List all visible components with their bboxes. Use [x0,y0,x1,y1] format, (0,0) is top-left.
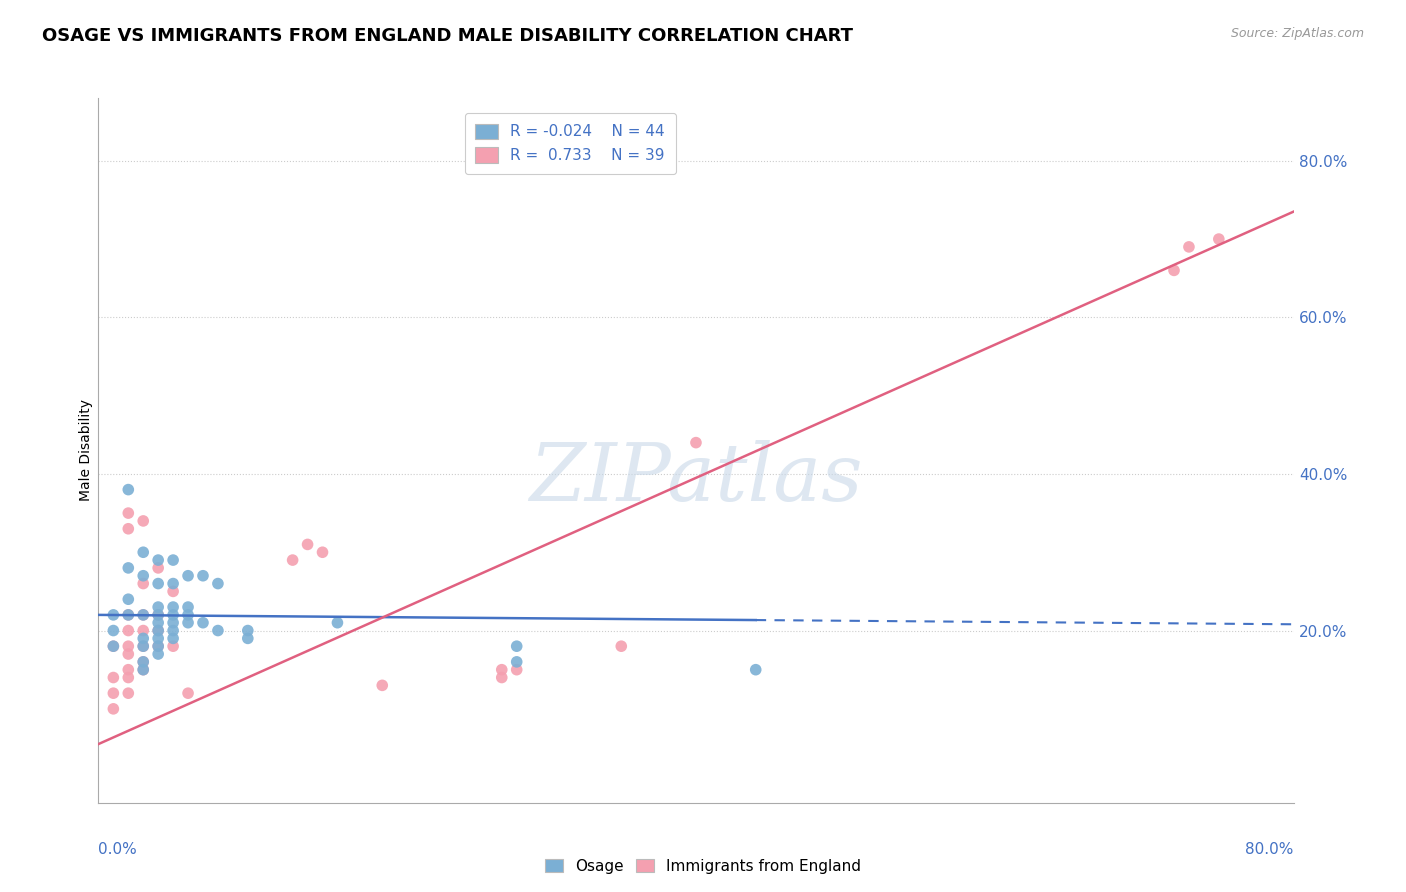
Point [117,671,139,685]
Point [207,576,229,591]
Point [132,607,155,622]
Point [162,632,184,646]
Point [132,663,155,677]
Point [506,663,529,677]
Point [117,663,139,677]
Point [1208,232,1230,246]
Point [1163,263,1185,277]
Text: Source: ZipAtlas.com: Source: ZipAtlas.com [1230,27,1364,40]
Point [162,624,184,638]
Point [132,568,155,582]
Point [177,607,200,622]
Point [132,655,155,669]
Point [103,639,125,653]
Point [103,671,125,685]
Point [132,607,155,622]
Point [371,678,394,692]
Point [506,655,529,669]
Point [177,615,200,630]
Point [132,663,155,677]
Point [207,624,229,638]
Point [103,624,125,638]
Point [162,576,184,591]
Point [117,607,139,622]
Point [162,553,184,567]
Point [117,607,139,622]
Point [132,545,155,559]
Point [117,483,139,497]
Point [162,600,184,615]
Point [491,663,513,677]
Point [132,632,155,646]
Point [162,607,184,622]
Point [103,686,125,700]
Point [148,600,170,615]
Point [148,553,170,567]
Legend: Osage, Immigrants from England: Osage, Immigrants from England [538,853,868,880]
Point [132,639,155,653]
Point [148,607,170,622]
Point [148,639,170,653]
Point [148,647,170,661]
Y-axis label: Male Disability: Male Disability [79,400,93,501]
Text: 80.0%: 80.0% [1246,841,1294,856]
Point [177,686,200,700]
Point [117,647,139,661]
Point [132,639,155,653]
Point [148,624,170,638]
Point [191,568,214,582]
Point [162,639,184,653]
Point [132,576,155,591]
Point [685,435,707,450]
Point [236,624,259,638]
Point [117,639,139,653]
Point [117,506,139,520]
Point [132,655,155,669]
Point [281,553,304,567]
Text: 0.0%: 0.0% [98,841,138,856]
Point [117,624,139,638]
Point [132,624,155,638]
Point [148,639,170,653]
Point [745,663,768,677]
Point [162,584,184,599]
Point [236,632,259,646]
Point [148,632,170,646]
Point [177,600,200,615]
Point [103,607,125,622]
Point [148,576,170,591]
Point [117,561,139,575]
Legend: R = -0.024    N = 44, R =  0.733    N = 39: R = -0.024 N = 44, R = 0.733 N = 39 [464,112,676,174]
Point [311,545,333,559]
Point [103,702,125,716]
Point [162,615,184,630]
Point [117,592,139,607]
Text: OSAGE VS IMMIGRANTS FROM ENGLAND MALE DISABILITY CORRELATION CHART: OSAGE VS IMMIGRANTS FROM ENGLAND MALE DI… [42,27,853,45]
Point [148,607,170,622]
Point [117,522,139,536]
Point [177,568,200,582]
Point [491,671,513,685]
Text: ZIPatlas: ZIPatlas [529,440,863,517]
Point [1178,240,1201,254]
Point [297,537,319,551]
Point [148,561,170,575]
Point [610,639,633,653]
Point [148,624,170,638]
Point [506,639,529,653]
Point [326,615,349,630]
Point [132,514,155,528]
Point [103,639,125,653]
Point [117,686,139,700]
Point [191,615,214,630]
Point [148,615,170,630]
